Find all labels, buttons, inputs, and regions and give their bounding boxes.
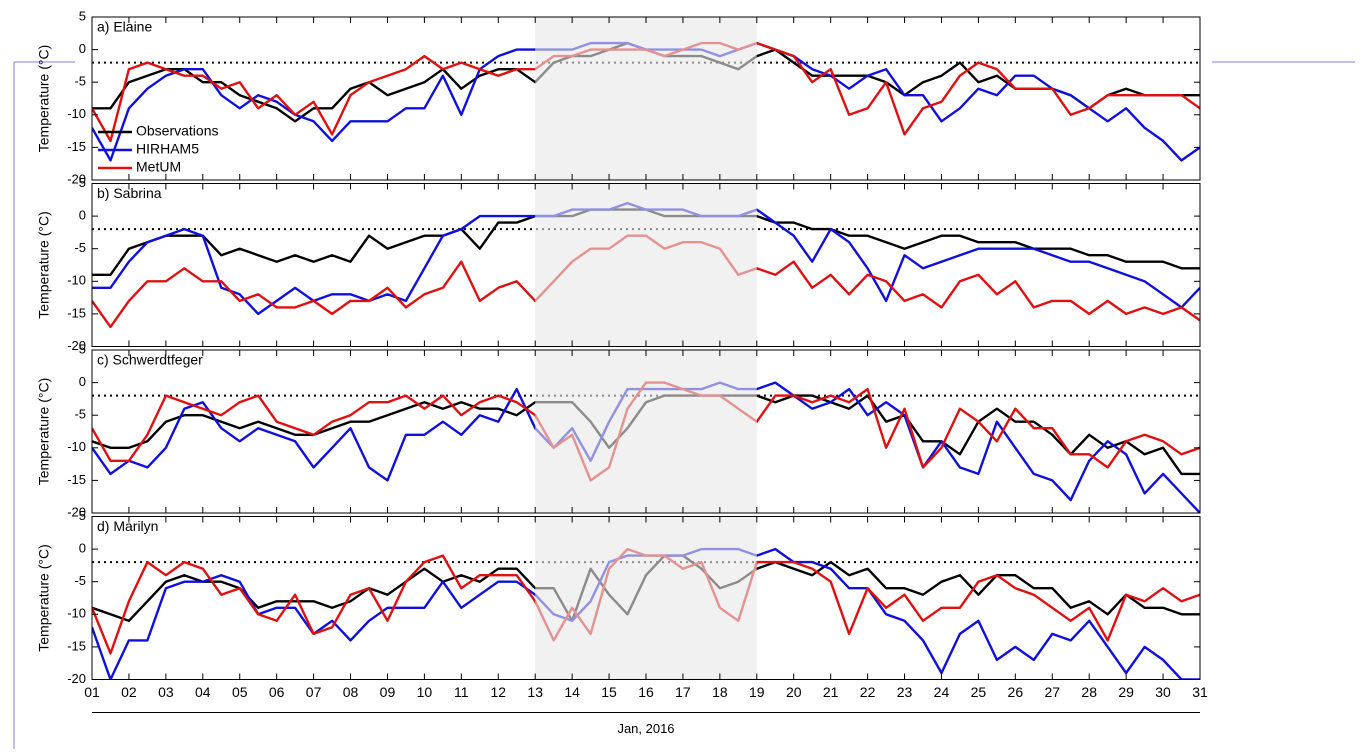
x-tick-label: 30 bbox=[1155, 684, 1171, 700]
highlight-range bbox=[535, 183, 757, 347]
y-tick-label: -20 bbox=[67, 504, 86, 519]
x-tick-label: 03 bbox=[158, 684, 174, 700]
x-tick-label: 08 bbox=[343, 684, 359, 700]
legend-label: HIRHAM5 bbox=[136, 141, 199, 157]
x-tick-label: 18 bbox=[712, 684, 728, 700]
x-tick-label: 12 bbox=[490, 684, 506, 700]
y-tick-label: -15 bbox=[67, 305, 86, 320]
x-tick-label: 14 bbox=[564, 684, 580, 700]
legend-label: MetUM bbox=[136, 159, 181, 175]
y-tick-label: -5 bbox=[74, 573, 86, 588]
y-axis-label: Temperature (°C) bbox=[36, 211, 52, 319]
y-tick-label: 5 bbox=[79, 508, 86, 523]
x-tick-label: 27 bbox=[1044, 684, 1060, 700]
x-tick-label: 29 bbox=[1118, 684, 1134, 700]
y-tick-label: 5 bbox=[79, 341, 86, 356]
highlight-range bbox=[535, 516, 757, 680]
x-tick-label: 20 bbox=[786, 684, 802, 700]
x-tick-label: 24 bbox=[934, 684, 950, 700]
y-tick-label: -5 bbox=[74, 74, 86, 89]
x-tick-label: 22 bbox=[860, 684, 876, 700]
x-tick-label: 31 bbox=[1192, 684, 1208, 700]
x-tick-label: 05 bbox=[232, 684, 248, 700]
x-tick-label: 25 bbox=[971, 684, 987, 700]
x-tick-label: 02 bbox=[121, 684, 137, 700]
x-tick-label: 11 bbox=[454, 684, 469, 700]
x-tick-label: 07 bbox=[306, 684, 322, 700]
y-tick-label: -15 bbox=[67, 638, 86, 653]
panel-title: b) Sabrina bbox=[97, 185, 162, 201]
y-tick-label: 0 bbox=[79, 208, 86, 223]
x-tick-label: 19 bbox=[749, 684, 765, 700]
x-tick-label: 15 bbox=[601, 684, 617, 700]
x-tick-label: 16 bbox=[638, 684, 654, 700]
y-tick-label: -15 bbox=[67, 472, 86, 487]
y-tick-label: -10 bbox=[67, 106, 86, 121]
x-tick-label: 04 bbox=[195, 684, 211, 700]
y-axis-label: Temperature (°C) bbox=[36, 45, 52, 153]
x-tick-label: 13 bbox=[527, 684, 543, 700]
x-tick-label: 10 bbox=[417, 684, 433, 700]
y-axis-label: Temperature (°C) bbox=[36, 378, 52, 486]
panel-title: d) Marilyn bbox=[97, 518, 158, 534]
x-tick-label: 09 bbox=[380, 684, 396, 700]
panel-title: c) Schwerdtfeger bbox=[97, 352, 203, 368]
x-tick-label: 26 bbox=[1008, 684, 1024, 700]
x-tick-label: 17 bbox=[675, 684, 691, 700]
x-tick-label: 06 bbox=[269, 684, 285, 700]
y-tick-label: 0 bbox=[79, 41, 86, 56]
y-tick-label: 5 bbox=[79, 175, 86, 190]
highlight-range bbox=[535, 350, 757, 513]
y-tick-label: -5 bbox=[74, 407, 86, 422]
x-tick-label: 21 bbox=[823, 684, 839, 700]
y-axis-label: Temperature (°C) bbox=[36, 544, 52, 652]
legend-label: Observations bbox=[136, 123, 218, 139]
y-tick-label: -5 bbox=[74, 240, 86, 255]
highlight-range bbox=[535, 17, 757, 180]
y-tick-label: -20 bbox=[67, 171, 86, 186]
y-tick-label: 0 bbox=[79, 374, 86, 389]
y-tick-label: -10 bbox=[67, 606, 86, 621]
y-tick-label: -15 bbox=[67, 139, 86, 154]
y-tick-label: -10 bbox=[67, 439, 86, 454]
y-tick-label: 0 bbox=[79, 541, 86, 556]
panel-title: a) Elaine bbox=[97, 19, 152, 35]
x-tick-label: 28 bbox=[1081, 684, 1097, 700]
x-axis-label: Jan, 2016 bbox=[617, 721, 674, 736]
y-tick-label: 5 bbox=[79, 8, 86, 23]
y-tick-label: -20 bbox=[67, 671, 86, 686]
x-tick-label: 01 bbox=[84, 684, 100, 700]
x-tick-label: 23 bbox=[897, 684, 913, 700]
y-tick-label: -20 bbox=[67, 338, 86, 353]
y-tick-label: -10 bbox=[67, 273, 86, 288]
